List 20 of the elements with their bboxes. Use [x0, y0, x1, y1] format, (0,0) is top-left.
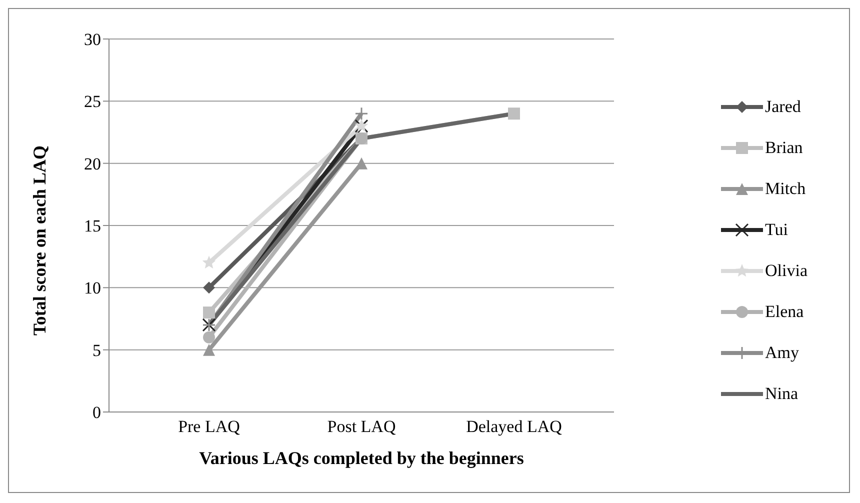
legend-label: Elena: [765, 302, 804, 322]
legend-label: Mitch: [765, 179, 806, 199]
y-tick-label: 10: [84, 278, 101, 298]
y-tick-label: 15: [84, 216, 101, 236]
x-tick-label: Post LAQ: [327, 417, 396, 436]
legend-label: Jared: [765, 97, 801, 117]
x-axis-title: Various LAQs completed by the beginners: [199, 448, 524, 468]
y-axis-title: Total score on each LAQ: [29, 145, 50, 336]
x-tick-label: Delayed LAQ: [466, 417, 562, 436]
legend-label: Amy: [765, 343, 799, 363]
y-tick-label: 0: [92, 403, 101, 422]
legend-label: Tui: [765, 220, 788, 240]
x-tick-label: Pre LAQ: [178, 417, 240, 436]
legend-label: Brian: [765, 138, 803, 158]
legend-label: Nina: [765, 384, 798, 404]
y-tick-label: 20: [84, 154, 101, 174]
legend-label: Olivia: [765, 261, 808, 281]
y-tick-label: 30: [84, 30, 101, 50]
y-tick-label: 5: [92, 340, 101, 360]
y-tick-label: 25: [84, 92, 101, 112]
